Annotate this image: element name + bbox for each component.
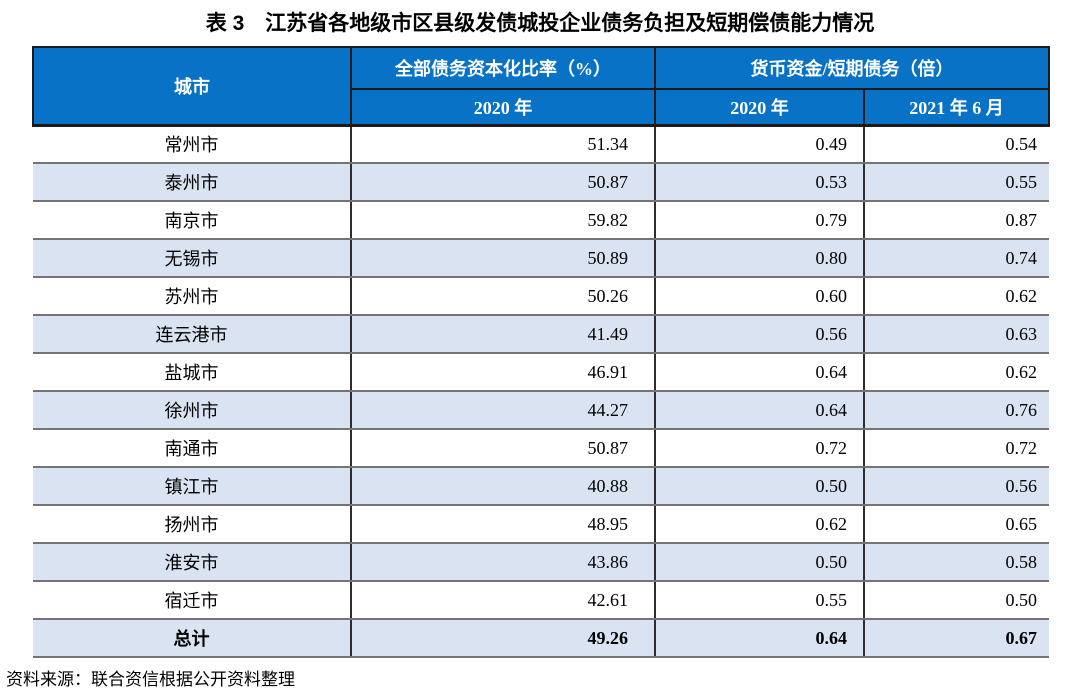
- total-row: 总计 49.26 0.64 0.67: [33, 619, 1049, 658]
- city-cell: 徐州市: [33, 391, 351, 430]
- table-row: 泰州市 50.87 0.53 0.55: [33, 163, 1049, 202]
- city-cell: 苏州市: [33, 277, 351, 316]
- table-body: 常州市 51.34 0.49 0.54 泰州市 50.87 0.53 0.55 南京市 59.82…: [33, 125, 1049, 658]
- cash-ratio-2021-06-cell: 0.62: [863, 277, 1049, 316]
- debt-ratio-2020-cell: 59.82: [350, 201, 655, 240]
- city-cell: 淮安市: [33, 543, 351, 582]
- debt-ratio-2020-cell: 46.91: [350, 353, 655, 392]
- cash-ratio-2020-cell: 0.55: [654, 581, 864, 620]
- table-row: 扬州市 48.95 0.62 0.65: [33, 505, 1049, 544]
- table-row: 苏州市 50.26 0.60 0.62: [33, 277, 1049, 316]
- debt-ratio-2020-cell: 44.27: [350, 391, 655, 430]
- header-group-debt-ratio: 全部债务资本化比率（%）: [350, 46, 656, 90]
- debt-ratio-2020-cell: 50.87: [350, 429, 655, 468]
- table-header: 城市 全部债务资本化比率（%） 货币资金/短期债务（倍） 2020 年 2020…: [32, 46, 1050, 126]
- city-cell: 南通市: [33, 429, 351, 468]
- debt-ratio-2020-cell: 50.26: [350, 277, 655, 316]
- city-cell: 盐城市: [33, 353, 351, 392]
- cash-ratio-2021-06-cell: 0.76: [863, 391, 1049, 430]
- debt-table: 城市 全部债务资本化比率（%） 货币资金/短期债务（倍） 2020 年 2020…: [32, 46, 1050, 658]
- cash-ratio-2021-06-cell: 0.54: [863, 125, 1049, 164]
- debt-ratio-2020-cell: 40.88: [350, 467, 655, 506]
- cash-ratio-2020-cell: 0.50: [654, 467, 864, 506]
- header-sub-debt-2020: 2020 年: [350, 88, 656, 126]
- city-cell: 扬州市: [33, 505, 351, 544]
- header-group-cash-to-debt: 货币资金/短期债务（倍）: [654, 46, 1050, 90]
- city-cell: 无锡市: [33, 239, 351, 278]
- table-row: 盐城市 46.91 0.64 0.62: [33, 353, 1049, 392]
- cash-ratio-2021-06-cell: 0.72: [863, 429, 1049, 468]
- table-row: 淮安市 43.86 0.50 0.58: [33, 543, 1049, 582]
- cash-ratio-2020-cell: 0.64: [654, 391, 864, 430]
- cash-ratio-2020-cell: 0.79: [654, 201, 864, 240]
- cash-ratio-2020-cell: 0.60: [654, 277, 864, 316]
- city-cell: 泰州市: [33, 163, 351, 202]
- city-cell: 镇江市: [33, 467, 351, 506]
- cash-ratio-2021-06-cell: 0.65: [863, 505, 1049, 544]
- cash-ratio-2020-cell: 0.49: [654, 125, 864, 164]
- cash-ratio-2020-cell: 0.53: [654, 163, 864, 202]
- cash-ratio-2021-06-cell: 0.58: [863, 543, 1049, 582]
- cash-ratio-2021-06-cell: 0.62: [863, 353, 1049, 392]
- cash-ratio-2020-cell: 0.62: [654, 505, 864, 544]
- city-cell: 南京市: [33, 201, 351, 240]
- debt-ratio-2020-cell: 50.89: [350, 239, 655, 278]
- city-cell: 连云港市: [33, 315, 351, 354]
- table-row: 常州市 51.34 0.49 0.54: [33, 125, 1049, 164]
- cash-ratio-2021-06-cell: 0.63: [863, 315, 1049, 354]
- debt-ratio-2020-cell: 42.61: [350, 581, 655, 620]
- cash-ratio-2021-06-cell: 0.74: [863, 239, 1049, 278]
- debt-ratio-2020-cell: 48.95: [350, 505, 655, 544]
- table-row: 南京市 59.82 0.79 0.87: [33, 201, 1049, 240]
- table-row: 宿迁市 42.61 0.55 0.50: [33, 581, 1049, 620]
- cash-ratio-2021-06-cell: 0.55: [863, 163, 1049, 202]
- city-cell: 宿迁市: [33, 581, 351, 620]
- cash-ratio-2021-06-cell: 0.67: [863, 619, 1049, 658]
- cash-ratio-2021-06-cell: 0.87: [863, 201, 1049, 240]
- debt-ratio-2020-cell: 41.49: [350, 315, 655, 354]
- table-row: 南通市 50.87 0.72 0.72: [33, 429, 1049, 468]
- cash-ratio-2020-cell: 0.56: [654, 315, 864, 354]
- city-cell: 常州市: [33, 125, 351, 164]
- header-sub-cash-2021-06: 2021 年 6 月: [863, 88, 1050, 126]
- cash-ratio-2021-06-cell: 0.56: [863, 467, 1049, 506]
- table-row: 无锡市 50.89 0.80 0.74: [33, 239, 1049, 278]
- cash-ratio-2020-cell: 0.50: [654, 543, 864, 582]
- source-note: 资料来源：联合资信根据公开资料整理: [6, 670, 295, 689]
- cash-ratio-2020-cell: 0.64: [654, 353, 864, 392]
- cash-ratio-2020-cell: 0.64: [654, 619, 864, 658]
- city-cell: 总计: [33, 619, 351, 658]
- cash-ratio-2020-cell: 0.80: [654, 239, 864, 278]
- debt-ratio-2020-cell: 49.26: [350, 619, 655, 658]
- table-row: 镇江市 40.88 0.50 0.56: [33, 467, 1049, 506]
- cash-ratio-2020-cell: 0.72: [654, 429, 864, 468]
- table-title: 表 3 江苏省各地级市区县级发债城投企业债务负担及短期偿债能力情况: [205, 12, 875, 35]
- table-row: 徐州市 44.27 0.64 0.76: [33, 391, 1049, 430]
- debt-ratio-2020-cell: 51.34: [350, 125, 655, 164]
- debt-ratio-2020-cell: 43.86: [350, 543, 655, 582]
- header-sub-cash-2020: 2020 年: [654, 88, 865, 126]
- table-row: 连云港市 41.49 0.56 0.63: [33, 315, 1049, 354]
- cash-ratio-2021-06-cell: 0.50: [863, 581, 1049, 620]
- header-city: 城市: [32, 46, 352, 126]
- debt-ratio-2020-cell: 50.87: [350, 163, 655, 202]
